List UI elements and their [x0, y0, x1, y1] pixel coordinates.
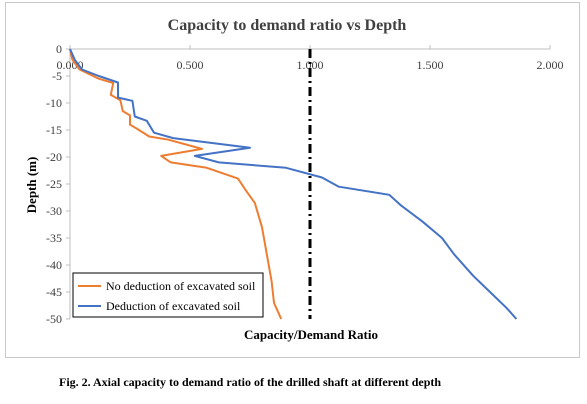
chart-frame: Capacity to demand ratio vs Depth Depth …: [5, 2, 580, 358]
legend-box: [72, 272, 264, 318]
y-tick-label: -10: [46, 96, 62, 110]
y-tick-label: 0: [56, 42, 62, 56]
series-line-2: [69, 48, 518, 320]
figure-caption: Fig. 2. Axial capacity to demand ratio o…: [59, 375, 442, 389]
chart-title: Capacity to demand ratio vs Depth: [168, 17, 407, 34]
y-tick-label: -15: [46, 123, 62, 137]
x-tick-label: 1.500: [417, 58, 444, 72]
y-tick-label: -5: [52, 69, 62, 83]
y-tick-label: -20: [46, 150, 62, 164]
y-tick-label: -50: [46, 312, 62, 326]
y-axis-title: Depth (m): [24, 157, 39, 214]
legend-label-1: No deduction of excavated soil: [106, 279, 256, 293]
series-layer: [69, 48, 518, 320]
y-tick-label: -35: [46, 231, 62, 245]
x-tick-label: 2.000: [537, 58, 564, 72]
legend-label-2: Deduction of excavated soil: [106, 299, 241, 313]
line-chart: Capacity to demand ratio vs Depth Depth …: [24, 17, 564, 342]
y-tick-label: -25: [46, 177, 62, 191]
series-line-1: [69, 48, 283, 320]
legend: No deduction of excavated soil Deduction …: [72, 272, 264, 318]
x-axis-title: Capacity/Demand Ratio: [244, 327, 378, 342]
x-tick-label: 0.500: [177, 58, 204, 72]
y-tick-label: -45: [46, 285, 62, 299]
x-tick-label: 1.000: [297, 58, 324, 72]
y-tick-label: -40: [46, 258, 62, 272]
y-tick-label: -30: [46, 204, 62, 218]
